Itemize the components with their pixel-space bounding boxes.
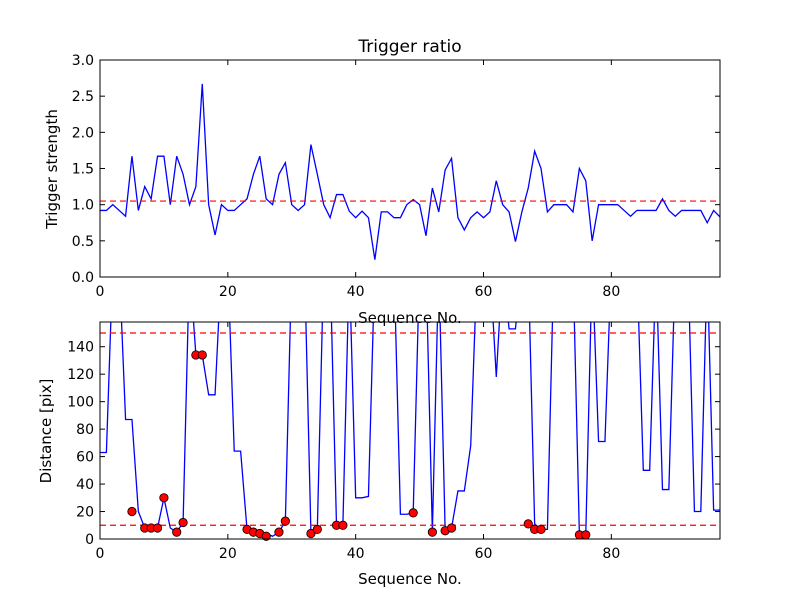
marker-point-5 [172,527,182,537]
bottom-x-axis-label: Sequence No. [358,570,462,588]
top-x-tick-label: 0 [96,284,105,300]
top-y-tick-label: 0.0 [72,270,94,286]
top-series-line [100,83,720,260]
top-x-tick-label: 80 [602,284,620,300]
marker-point-0 [127,506,137,517]
bottom-y-tick-label: 80 [76,422,94,438]
marker-point-12 [261,531,271,541]
marker-point-22 [446,523,457,533]
top-y-tick-label: 2.0 [72,125,94,141]
bottom-series-line [100,322,720,537]
top-x-tick-label: 20 [219,284,237,300]
top-y-tick-label: 3.0 [72,53,94,69]
top-x-tick-label: 40 [347,284,365,300]
marker-point-20 [427,527,437,537]
marker-point-15 [306,528,316,539]
top-y-tick-label: 1.0 [72,198,94,214]
top-chart-title: Trigger ratio [357,37,461,57]
marker-point-25 [536,524,546,534]
bottom-y-tick-label: 0 [85,532,94,548]
top-y-tick-label: 0.5 [72,234,94,250]
bottom-x-tick-label: 20 [219,546,237,562]
marker-point-14 [280,516,290,526]
bottom-y-tick-label: 100 [67,395,94,411]
trigger-ratio-panel: Trigger ratio Sequence No. Trigger stren… [43,37,721,327]
bottom-y-tick-label: 60 [76,450,94,466]
bottom-y-tick-label: 40 [76,477,94,493]
top-y-tick-label: 2.5 [72,89,94,105]
bottom-axes-frame [99,321,721,540]
marker-point-23 [523,519,533,529]
marker-point-16 [312,524,322,534]
marker-point-27 [581,530,591,540]
marker-point-13 [274,527,284,537]
marker-point-19 [408,508,418,518]
bottom-y-tick-label: 20 [76,505,94,521]
marker-point-6 [178,517,188,528]
marker-point-8 [197,350,207,360]
bottom-x-tick-label: 60 [475,546,493,562]
bottom-y-axis-label: Distance [pix] [37,379,55,484]
marker-point-4 [159,493,169,503]
top-y-tick-label: 1.5 [72,162,94,178]
bottom-x-tick-label: 40 [347,546,365,562]
marker-point-18 [338,520,348,530]
marker-point-3 [152,523,163,533]
bottom-y-tick-label: 120 [67,367,94,383]
top-y-axis-label: Trigger strength [43,109,61,230]
bottom-x-tick-label: 80 [602,546,620,562]
bottom-y-tick-label: 140 [67,340,94,356]
distance-panel: Sequence No. Distance [pix] 0 20 40 60 80 0 20… [37,321,721,588]
bottom-x-tick-label: 0 [96,546,105,562]
top-x-tick-label: 60 [475,284,493,300]
